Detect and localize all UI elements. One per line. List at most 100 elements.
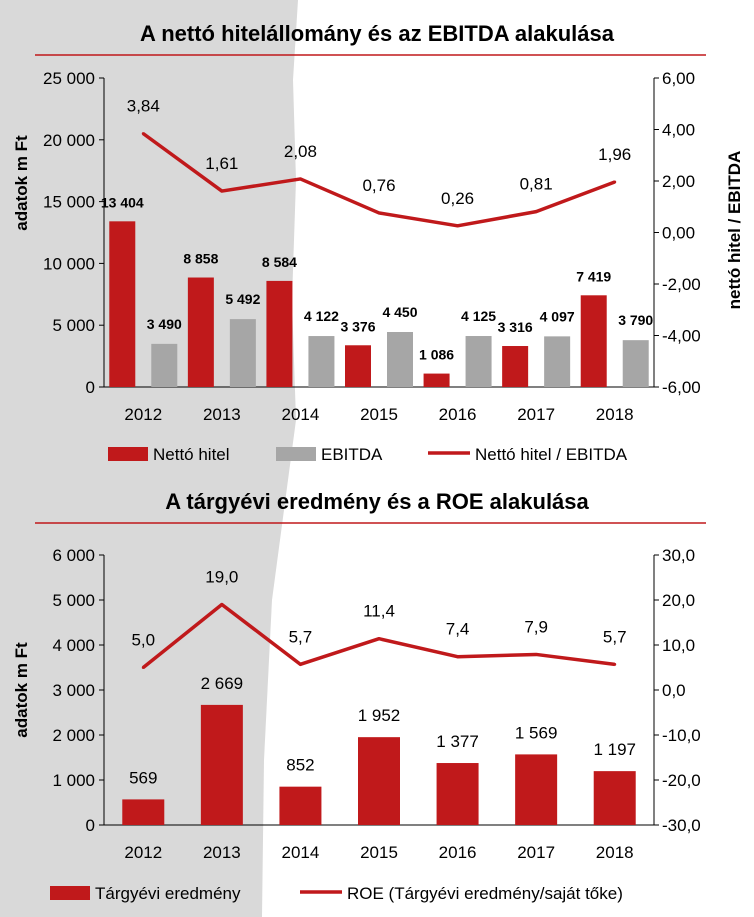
- bar-primary: [187, 277, 214, 387]
- bar-secondary: [308, 336, 335, 387]
- bar-value-label: 3 316: [498, 319, 533, 335]
- bar-value-label: 1 377: [436, 732, 479, 751]
- bar-primary: [502, 346, 529, 387]
- legend-label-net-debt: Nettó hitel: [153, 445, 230, 464]
- y2-tick-label: 0,0: [662, 681, 686, 700]
- y2-tick-label: -6,00: [662, 378, 701, 397]
- line-value-label: 7,4: [446, 620, 470, 639]
- x-tick-label: 2016: [439, 843, 477, 862]
- y-tick-label: 2 000: [52, 726, 95, 745]
- bar-secondary: [544, 336, 571, 387]
- bar-value-label: 5 492: [225, 291, 260, 307]
- y-tick-label: 6 000: [52, 546, 95, 565]
- x-tick-label: 2012: [124, 405, 162, 424]
- x-tick-label: 2014: [282, 843, 320, 862]
- y2-tick-label: -4,00: [662, 327, 701, 346]
- bar-value-label: 4 125: [461, 308, 496, 324]
- line-point: [220, 189, 224, 193]
- x-tick-label: 2017: [517, 405, 555, 424]
- legend-label-net-income: Tárgyévi eredmény: [95, 884, 241, 903]
- background-shade: [0, 0, 298, 917]
- y2-tick-label: 0,00: [662, 224, 695, 243]
- bar-primary: [580, 295, 607, 387]
- y-tick-label: 0: [86, 816, 95, 835]
- line-value-label: 5,0: [131, 631, 155, 650]
- line-point: [377, 637, 381, 641]
- y2-tick-label: 20,0: [662, 591, 695, 610]
- line-value-label: 3,84: [127, 97, 160, 116]
- bar-value-label: 1 569: [515, 723, 558, 742]
- y-axis-title: adatok m Ft: [12, 135, 31, 231]
- y2-axis-title: nettó hitel / EBITDA: [725, 151, 744, 310]
- y-tick-label: 5 000: [52, 591, 95, 610]
- y2-tick-label: 30,0: [662, 546, 695, 565]
- bar-primary: [345, 345, 371, 387]
- chart-net-income-roe: A tárgyévi eredmény és a ROE alakulása a…: [12, 489, 706, 903]
- legend-swatch-net-income: [50, 886, 90, 900]
- bar-value-label: 2 669: [201, 674, 244, 693]
- legend-label-ebitda: EBITDA: [321, 445, 383, 464]
- bar-value-label: 3 490: [147, 316, 182, 332]
- bar-value-label: 4 122: [304, 308, 339, 324]
- bar-primary: [266, 280, 293, 387]
- line-point: [298, 177, 302, 181]
- x-tick-label: 2014: [282, 405, 320, 424]
- y-tick-label: 5 000: [52, 316, 95, 335]
- y-axis-title: adatok m Ft: [12, 642, 31, 738]
- bar-primary: [423, 373, 450, 387]
- chart-net-debt-ebitda: A nettó hitelállomány és az EBITDA alaku…: [12, 21, 744, 464]
- bar-primary: [200, 704, 243, 825]
- line-point: [534, 210, 538, 214]
- bar-primary: [358, 737, 400, 825]
- line-point: [220, 603, 224, 606]
- y2-tick-label: 6,00: [662, 69, 695, 88]
- bar-secondary: [229, 319, 256, 387]
- y-tick-label: 1 000: [52, 771, 95, 790]
- bar-secondary: [465, 336, 492, 387]
- bar-value-label: 3 790: [618, 312, 653, 328]
- line-value-label: 0,81: [520, 175, 553, 194]
- y-tick-label: 0: [86, 378, 95, 397]
- bar-value-label: 1 197: [593, 740, 636, 759]
- bar-value-label: 8 858: [183, 251, 218, 267]
- y-tick-label: 3 000: [52, 681, 95, 700]
- bar-primary: [436, 763, 479, 825]
- y2-tick-label: -20,0: [662, 771, 701, 790]
- line-value-label: 5,7: [289, 627, 313, 646]
- bar-value-label: 1 952: [358, 706, 401, 725]
- line-point: [613, 662, 617, 666]
- y-tick-label: 20 000: [43, 131, 95, 150]
- line-point: [298, 662, 302, 666]
- y-tick-label: 25 000: [43, 69, 95, 88]
- x-tick-label: 2015: [360, 405, 398, 424]
- y2-tick-label: -2,00: [662, 275, 701, 294]
- line-point: [141, 666, 145, 669]
- bar-value-label: 1 086: [419, 347, 454, 363]
- bar-primary: [515, 754, 558, 825]
- y2-tick-label: 2,00: [662, 172, 695, 191]
- x-tick-label: 2016: [439, 405, 477, 424]
- bar-primary: [109, 221, 136, 387]
- x-tick-label: 2012: [124, 843, 162, 862]
- y2-tick-label: 10,0: [662, 636, 695, 655]
- bar-value-label: 4 097: [540, 308, 575, 324]
- line-value-label: 0,26: [441, 189, 474, 208]
- legend-swatch-ebitda: [276, 447, 316, 461]
- line-value-label: 1,96: [598, 145, 631, 164]
- y2-tick-label: -30,0: [662, 816, 701, 835]
- line-point: [377, 211, 381, 215]
- line-value-label: 5,7: [603, 627, 627, 646]
- y2-tick-label: -10,0: [662, 726, 701, 745]
- line-value-label: 7,9: [524, 617, 548, 636]
- legend-label-ratio: Nettó hitel / EBITDA: [475, 445, 628, 464]
- legend: Nettó hitel EBITDA Nettó hitel / EBITDA: [108, 445, 628, 464]
- line-point: [456, 224, 460, 228]
- bar-value-label: 3 376: [340, 318, 375, 334]
- x-tick-label: 2013: [203, 843, 241, 862]
- bar-secondary: [622, 340, 649, 387]
- bar-secondary: [387, 331, 413, 387]
- y-tick-label: 10 000: [43, 254, 95, 273]
- line-point: [613, 180, 617, 184]
- bar-primary: [593, 771, 636, 825]
